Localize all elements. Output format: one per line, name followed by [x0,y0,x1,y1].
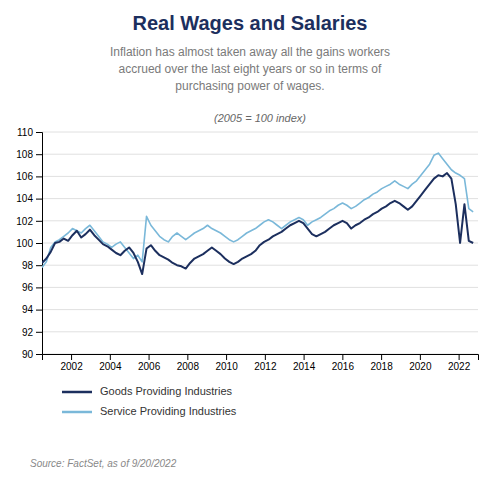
y-tick-mark [36,199,42,200]
legend-item: Service Providing Industries [62,405,237,417]
x-tick-mark [149,354,150,360]
y-tick: 100 [16,238,42,249]
x-tick-label: 2018 [370,361,393,372]
y-tick-label: 100 [16,238,33,249]
y-tick: 92 [22,327,42,338]
y-tick-label: 92 [22,327,34,338]
y-tick-label: 106 [16,171,33,182]
x-tick-label: 2014 [293,361,316,372]
x-tick: 2012 [254,354,277,372]
x-tick-mark [226,354,227,360]
x-tick-label: 2012 [254,361,277,372]
y-tick-mark [36,154,42,155]
y-axis-line [36,133,43,355]
y-tick: 102 [16,216,42,227]
x-tick: 2004 [99,354,122,372]
x-tick-mark [459,354,460,360]
x-tick-mark [420,354,421,360]
y-axis: 90 92 94 96 98 100 102 104 106 108 110 [16,127,42,360]
y-tick-mark [36,176,42,177]
subtitle-line: purchasing power of wages. [175,79,324,93]
y-tick-mark [36,287,42,288]
subtitle-line: accrued over the last eight years or so … [119,62,382,76]
x-tick: 2010 [215,354,238,372]
y-tick-label: 94 [22,304,34,315]
grid-line [42,309,478,310]
y-tick: 94 [22,304,42,315]
grid [42,132,478,354]
x-tick-mark [381,354,382,360]
legend-label: Goods Providing Industries [100,385,233,397]
y-tick-mark [36,332,42,333]
grid-line [42,265,478,266]
x-tick-label: 2002 [60,361,83,372]
subtitle-line: Inflation has almost taken away all the … [110,45,390,59]
x-tick-label: 2006 [138,361,161,372]
y-tick-label: 104 [16,193,33,204]
y-tick-mark [36,132,42,133]
x-tick: 2002 [60,354,83,372]
x-tick-mark [187,354,188,360]
grid-line [42,154,478,155]
y-tick: 106 [16,171,42,182]
x-tick-mark [342,354,343,360]
x-tick-mark [304,354,305,360]
grid-line [42,198,478,199]
grid-line [42,331,478,332]
y-tick: 108 [16,149,42,160]
x-tick-mark [110,354,111,360]
y-tick-label: 90 [22,349,34,360]
x-tick: 2008 [177,354,200,372]
y-tick-mark [36,354,42,355]
grid-line [42,132,478,133]
y-tick-mark [36,221,42,222]
x-tick-label: 2008 [177,361,200,372]
y-tick-label: 98 [22,260,34,271]
grid-line [42,220,478,221]
legend-label: Service Providing Industries [100,405,237,417]
x-tick-label: 2004 [99,361,122,372]
title: Real Wages and Salaries [133,12,368,34]
grid-line [42,176,478,177]
x-tick-label: 2016 [332,361,355,372]
plot-area [42,153,473,274]
y-tick-label: 102 [16,216,33,227]
x-tick: 2016 [332,354,355,372]
y-tick-label: 96 [22,282,34,293]
x-tick-label: 2010 [215,361,238,372]
legend-item: Goods Providing Industries [62,385,233,397]
subtitle: Inflation has almost taken away all the … [110,45,390,93]
x-tick-label: 2022 [448,361,471,372]
y-tick-label: 108 [16,149,33,160]
x-tick: 2006 [138,354,161,372]
x-tick-mark [265,354,266,360]
legend-swatch [62,391,92,394]
x-tick: 2018 [370,354,393,372]
x-tick: 2022 [448,354,471,372]
x-tick-mark [71,354,72,360]
y-axis-label: (2005 = 100 index) [214,112,306,124]
x-tick: 2014 [293,354,316,372]
line-series [42,173,473,274]
y-tick: 98 [22,260,42,271]
y-tick: 96 [22,282,42,293]
source: Source: FactSet, as of 9/20/2022 [30,458,177,469]
x-tick: 2020 [409,354,432,372]
x-axis-line [43,355,479,361]
y-tick-label: 110 [17,127,33,138]
legend-swatch [62,411,92,414]
y-tick: 110 [17,127,42,138]
legend: Goods Providing Industries Service Provid… [62,385,237,417]
y-tick-mark [36,265,42,266]
y-tick-mark [36,243,42,244]
y-tick: 104 [16,193,42,204]
grid-line [42,287,478,288]
y-tick: 90 [22,349,42,360]
chart: Real Wages and Salaries Inflation has alm… [0,0,500,479]
y-tick-mark [36,310,42,311]
x-tick-label: 2020 [409,361,432,372]
x-axis: 2002 2004 2006 2008 2010 2012 2014 2016 2018 2020… [43,354,479,372]
